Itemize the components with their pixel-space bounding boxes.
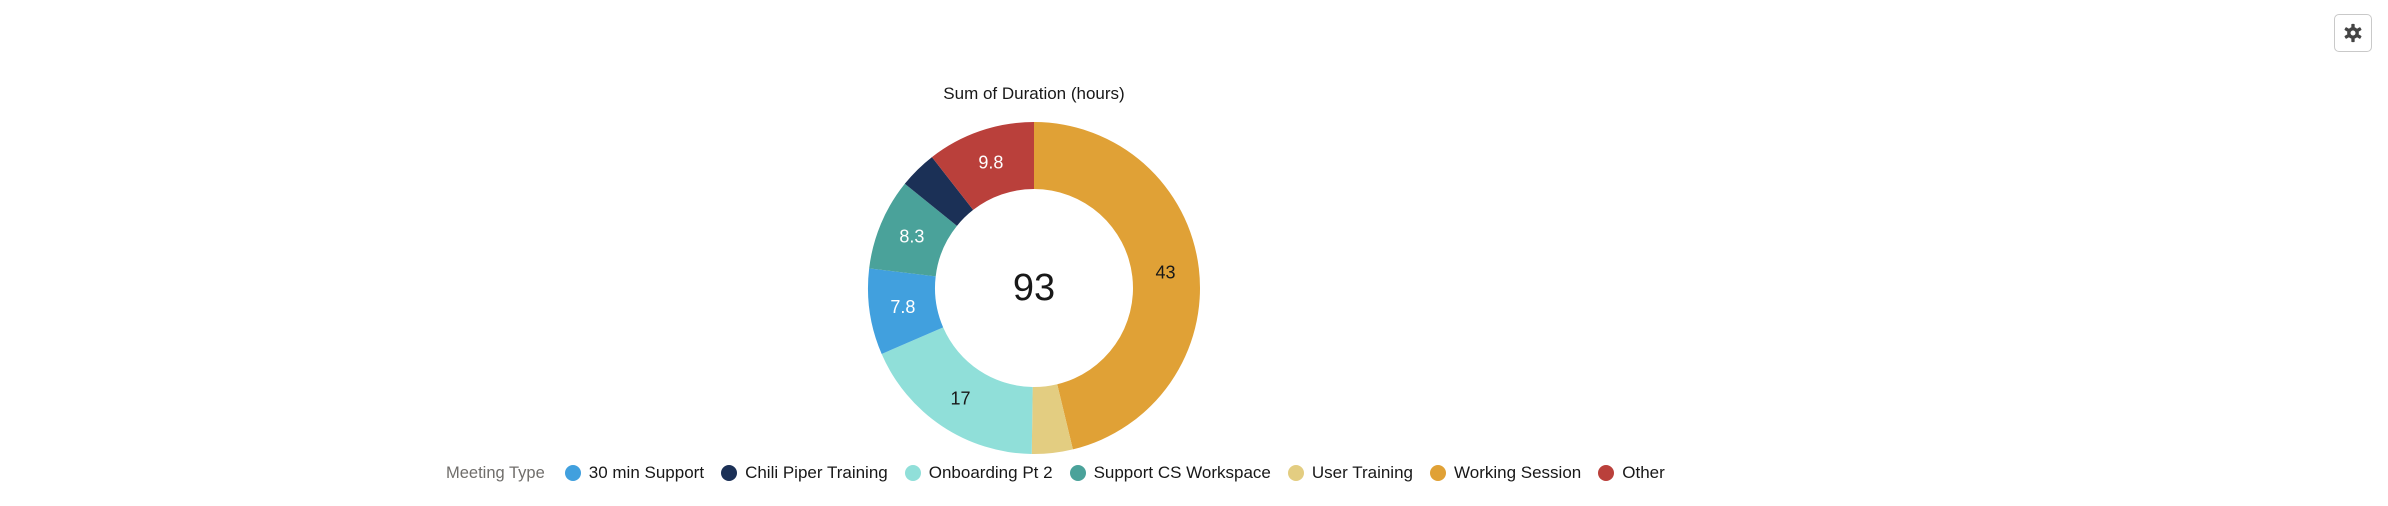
slice-user-training[interactable] (1031, 384, 1073, 454)
center-total: 93 (1013, 267, 1055, 309)
legend-item-30-min-support[interactable]: 30 min Support (564, 463, 705, 483)
legend-item-onboarding-pt-2[interactable]: Onboarding Pt 2 (904, 463, 1053, 483)
legend-swatch (564, 465, 581, 481)
slice-working-session[interactable] (1034, 122, 1200, 450)
donut-slices (867, 122, 1200, 454)
legend-label: Onboarding Pt 2 (928, 463, 1053, 482)
legend-label: Chili Piper Training (745, 463, 888, 482)
legend-label: Working Session (1454, 463, 1582, 482)
slice-label-other: 9.8 (978, 153, 1003, 173)
slice-support-cs-workspace[interactable] (869, 183, 957, 277)
slice-label-30-min-support: 7.8 (890, 297, 915, 317)
legend-item-working-session[interactable]: Working Session (1430, 463, 1581, 483)
legend-label: Other (1622, 463, 1665, 482)
legend-label: Support CS Workspace (1093, 463, 1271, 482)
legend-swatch (1430, 465, 1446, 481)
legend-title: Meeting Type (446, 463, 545, 482)
slice-chili-piper-training[interactable] (904, 157, 974, 226)
settings-button[interactable] (2334, 14, 2372, 52)
legend-item-other[interactable]: Other (1598, 463, 1665, 483)
legend-swatch (721, 465, 738, 481)
legend-swatch (904, 465, 921, 481)
slice-label-support-cs-workspace: 8.3 (899, 227, 924, 247)
legend-label: 30 min Support (588, 463, 705, 482)
legend-swatch (1598, 465, 1615, 481)
gear-icon (2344, 23, 2362, 43)
slice-label-onboarding-pt-2: 17 (951, 388, 971, 408)
slice-other[interactable] (931, 122, 1034, 210)
legend-swatch (1069, 465, 1086, 481)
legend-label: User Training (1311, 463, 1413, 482)
slice-label-working-session: 43 (1156, 262, 1176, 282)
slice-labels: 43 17 7.8 8.3 9.8 (890, 153, 1175, 409)
legend-item-user-training[interactable]: User Training (1287, 463, 1413, 483)
legend-item-chili-piper-training[interactable]: Chili Piper Training (721, 463, 888, 483)
legend-items: 30 min Support Chili Piper Training Onboar… (564, 463, 1682, 483)
slice-onboarding-pt-2[interactable] (881, 327, 1033, 454)
legend-swatch (1287, 465, 1304, 481)
legend-item-support-cs-workspace[interactable]: Support CS Workspace (1069, 463, 1271, 483)
legend: Meeting Type 30 min Support Chili Piper T… (446, 463, 1682, 483)
slice-30-min-support[interactable] (867, 268, 944, 354)
chart-title: Sum of Duration (hours) (943, 84, 1125, 103)
